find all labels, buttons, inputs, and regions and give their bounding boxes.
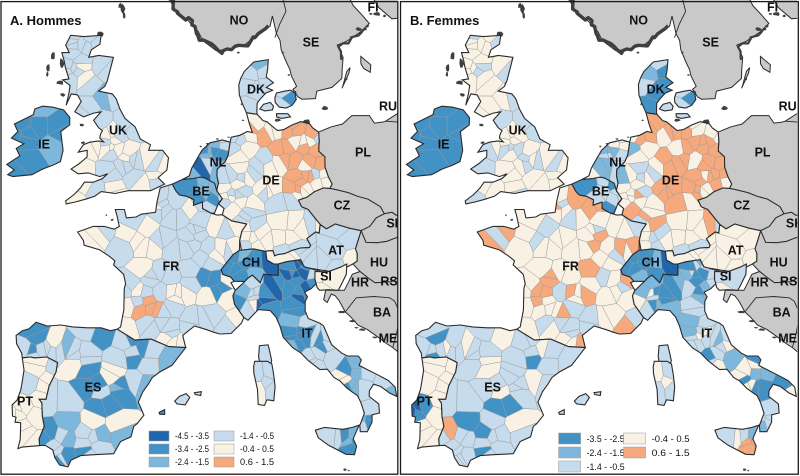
- svg-text:IE: IE: [438, 137, 450, 151]
- svg-text:B. Femmes: B. Femmes: [410, 13, 479, 28]
- svg-text:-0.4 - 0.5: -0.4 - 0.5: [240, 444, 274, 454]
- svg-text:CH: CH: [642, 255, 660, 269]
- svg-text:RU: RU: [379, 99, 397, 113]
- svg-text:-4.5 - -3.5: -4.5 - -3.5: [175, 431, 209, 441]
- svg-text:0.6 - 1.5: 0.6 - 1.5: [652, 448, 690, 458]
- svg-text:PL: PL: [355, 145, 371, 159]
- svg-text:DE: DE: [662, 173, 679, 187]
- svg-text:PT: PT: [417, 394, 433, 408]
- svg-text:HU: HU: [370, 255, 388, 269]
- svg-text:SI: SI: [320, 269, 332, 283]
- svg-text:CZ: CZ: [334, 198, 351, 212]
- svg-text:IT: IT: [301, 326, 312, 340]
- svg-text:RS: RS: [780, 274, 797, 288]
- svg-text:AT: AT: [728, 243, 744, 257]
- svg-text:NL: NL: [609, 155, 626, 169]
- svg-text:NL: NL: [210, 155, 227, 169]
- svg-text:SE: SE: [702, 35, 719, 49]
- svg-text:A. Hommes: A. Hommes: [10, 13, 82, 28]
- svg-text:HR: HR: [751, 275, 769, 289]
- svg-text:AT: AT: [328, 243, 344, 257]
- svg-text:-2.4 - -1.5: -2.4 - -1.5: [587, 448, 625, 458]
- svg-text:0.6 - 1.5: 0.6 - 1.5: [240, 457, 274, 467]
- svg-text:RU: RU: [779, 99, 797, 113]
- svg-text:DE: DE: [262, 173, 279, 187]
- svg-text:SE: SE: [303, 35, 320, 49]
- svg-text:FI: FI: [367, 0, 378, 14]
- svg-text:SK: SK: [386, 216, 403, 230]
- svg-text:BA: BA: [373, 305, 391, 319]
- svg-text:-1.4 - -0.5: -1.4 - -0.5: [587, 462, 625, 472]
- svg-text:CH: CH: [242, 255, 260, 269]
- svg-text:SK: SK: [786, 216, 800, 230]
- svg-text:SI: SI: [720, 269, 732, 283]
- svg-text:RS: RS: [380, 274, 397, 288]
- svg-text:CZ: CZ: [733, 198, 750, 212]
- svg-text:HU: HU: [770, 255, 788, 269]
- svg-text:ME: ME: [778, 331, 797, 345]
- svg-text:PT: PT: [17, 394, 33, 408]
- svg-text:UK: UK: [509, 123, 527, 137]
- svg-text:UK: UK: [109, 123, 127, 137]
- svg-text:FI: FI: [767, 0, 778, 14]
- svg-text:-3.5 - -2.5: -3.5 - -2.5: [587, 434, 625, 444]
- svg-text:NO: NO: [230, 13, 249, 27]
- svg-text:ME: ME: [379, 331, 398, 345]
- svg-text:DK: DK: [247, 82, 265, 96]
- svg-text:ES: ES: [85, 380, 102, 394]
- svg-text:PL: PL: [755, 145, 771, 159]
- svg-text:NO: NO: [629, 13, 648, 27]
- svg-text:-1.4 - -0.5: -1.4 - -0.5: [240, 431, 274, 441]
- svg-text:-0.4 - 0.5: -0.4 - 0.5: [652, 434, 690, 444]
- svg-text:DK: DK: [647, 82, 665, 96]
- svg-text:FR: FR: [562, 259, 579, 273]
- svg-text:IE: IE: [38, 137, 50, 151]
- svg-text:FR: FR: [163, 259, 180, 273]
- svg-text:-2.4 - -1.5: -2.4 - -1.5: [175, 457, 209, 467]
- svg-text:ES: ES: [484, 380, 501, 394]
- svg-text:BE: BE: [192, 184, 209, 198]
- svg-text:-3.4 - -2.5: -3.4 - -2.5: [175, 444, 209, 454]
- svg-text:BA: BA: [773, 305, 791, 319]
- svg-text:IT: IT: [701, 326, 712, 340]
- svg-text:HR: HR: [351, 275, 369, 289]
- svg-text:BE: BE: [592, 184, 609, 198]
